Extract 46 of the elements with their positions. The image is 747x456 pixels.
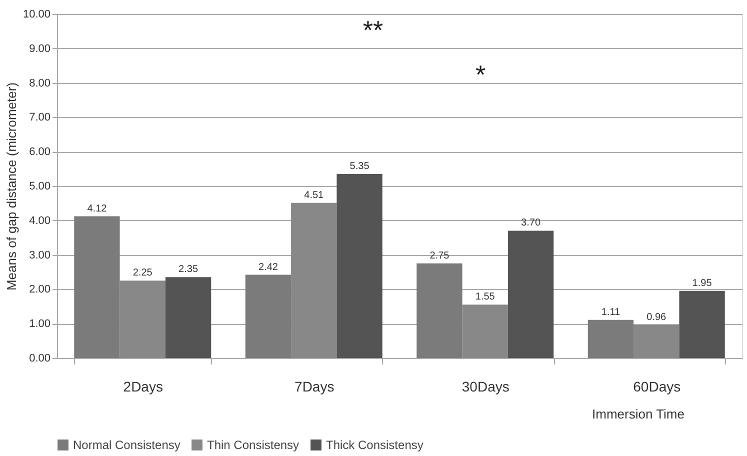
- annotation: *: [475, 60, 486, 90]
- annotation: **: [362, 15, 384, 46]
- bar: [679, 290, 725, 358]
- y-tick-label: 2.00: [29, 284, 50, 296]
- y-tick-label: 3.00: [29, 249, 50, 262]
- y-tick-label: 7.00: [29, 112, 50, 124]
- data-label: 2.35: [178, 264, 198, 276]
- legend-label: Normal Consistensy: [73, 438, 180, 452]
- bar: [120, 280, 166, 358]
- y-tick-label: 9.00: [29, 42, 50, 55]
- bar: [74, 216, 120, 358]
- x-tick-label: 7Days: [294, 378, 334, 394]
- y-tick-label: 10.00: [22, 8, 50, 20]
- data-label: 4.51: [304, 190, 324, 201]
- bar: [336, 174, 382, 358]
- bar: [416, 263, 462, 358]
- bar: [245, 274, 292, 358]
- legend-label: Thick Consistensy: [326, 438, 424, 452]
- bar: [291, 202, 337, 358]
- data-label: 2.42: [258, 262, 278, 273]
- bar: [588, 320, 634, 358]
- y-tick-label: 0.00: [29, 352, 50, 364]
- data-label: 4.12: [87, 203, 108, 214]
- y-tick-label: 4.00: [29, 214, 50, 227]
- data-label: 0.96: [646, 312, 667, 323]
- data-label: 3.70: [521, 218, 541, 229]
- data-label: 1.55: [475, 292, 496, 303]
- data-label: 2.75: [430, 250, 450, 262]
- y-tick-label: 6.00: [29, 146, 50, 158]
- data-label: 1.11: [601, 306, 620, 318]
- y-tick-label: 5.00: [29, 180, 50, 192]
- legend-label: Thin Consistensy: [207, 438, 300, 452]
- data-label: 5.35: [350, 160, 370, 172]
- x-axis-title: Immersion Time: [592, 406, 684, 422]
- y-tick-label: 1.00: [29, 318, 50, 330]
- bar: [634, 324, 680, 358]
- y-tick-label: 8.00: [29, 77, 50, 90]
- y-axis-title: Means of gap distance (micrometer): [4, 82, 19, 291]
- bar: [508, 230, 554, 358]
- x-tick-label: 30Days: [462, 378, 510, 394]
- data-label: 2.25: [132, 268, 153, 279]
- bar: [165, 277, 212, 358]
- bar: [462, 304, 508, 358]
- x-tick-label: 60Days: [633, 378, 681, 394]
- data-label: 1.95: [692, 278, 712, 289]
- x-tick-label: 2Days: [123, 378, 163, 394]
